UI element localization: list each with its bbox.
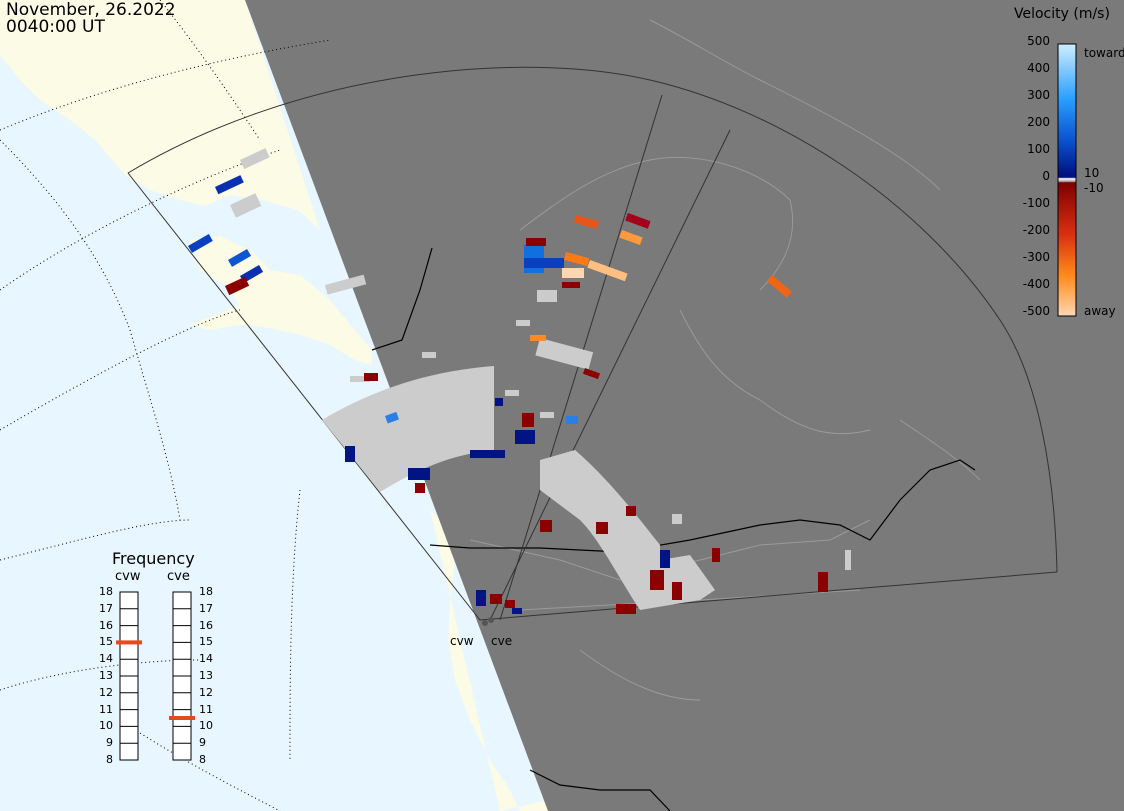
frequency-label: 13: [199, 669, 213, 682]
frequency-label: 11: [199, 702, 213, 716]
frequency-label: 17: [99, 601, 113, 615]
frequency-label: 14: [199, 652, 213, 666]
frequency-label: 15: [199, 635, 213, 649]
site-label-cvw: cvw: [450, 634, 474, 648]
land-pacific-coast: [430, 510, 548, 811]
frequency-label: 10: [99, 719, 113, 733]
colorbar-toward-label: toward: [1084, 46, 1124, 60]
radar-field-of-view: [127, 66, 1058, 621]
velocity-away-scatter: [225, 213, 828, 614]
colorbar-tick: 500: [1027, 34, 1050, 48]
frequency-label: 8: [199, 753, 206, 766]
frequency-label: 13: [99, 669, 113, 682]
colorbar-tick: -500: [1022, 304, 1050, 318]
frequency-title: Frequency: [112, 549, 195, 568]
colorbar-tick: -400: [1022, 277, 1050, 291]
frequency-indicator: [169, 716, 195, 720]
colorbar-tick: 100: [1027, 142, 1050, 156]
frequency-label: 16: [99, 618, 113, 632]
colorbar-tick: -300: [1022, 250, 1050, 264]
time-label: 0040:00 UT: [6, 17, 105, 37]
frequency-scales: [116, 591, 195, 761]
frequency-scale-cve: [169, 591, 195, 761]
frequency-label: 18: [99, 585, 113, 598]
site-marker-cvw: [482, 620, 488, 626]
night-shading: [245, 0, 1124, 811]
frequency-indicator: [116, 640, 142, 645]
velocity-toward-scatter: [188, 175, 670, 614]
colorbar-pos-label: 10: [1084, 166, 1100, 180]
date-label: November, 26.2022: [6, 0, 176, 20]
frequency-label: 16: [199, 618, 213, 632]
ground-scatter: [229, 148, 851, 610]
colorbar-tick: 200: [1027, 115, 1050, 129]
velocity-colorbar: [1057, 43, 1077, 317]
frequency-scale-cvw: [116, 591, 142, 761]
land-alaska: [0, 0, 372, 365]
site-marker-cve: [488, 617, 494, 623]
frequency-label: 11: [99, 702, 113, 716]
colorbar-tick: -100: [1022, 196, 1050, 210]
radar-name-cve: cve: [167, 569, 190, 584]
frequency-label: 8: [106, 753, 113, 766]
frequency-label: 17: [199, 601, 213, 615]
colorbar-tick: 0: [1042, 169, 1050, 183]
colorbar-away-label: away: [1084, 304, 1116, 318]
country-borders: [371, 247, 976, 811]
frequency-label: 10: [199, 719, 213, 733]
colorbar-tick: 300: [1027, 88, 1050, 102]
coastline-outlines: [469, 19, 981, 701]
radar-name-cvw: cvw: [115, 569, 141, 584]
frequency-label: 15: [99, 635, 113, 649]
frequency-label: 9: [106, 736, 113, 750]
site-label-cve: cve: [491, 634, 513, 648]
colorbar-tick: -200: [1022, 223, 1050, 237]
frequency-label: 12: [199, 685, 213, 699]
colorbar-title: Velocity (m/s): [1014, 6, 1110, 22]
frequency-label: 14: [99, 652, 113, 666]
colorbar-neg-label: -10: [1084, 181, 1104, 195]
frequency-label: 12: [99, 685, 113, 699]
frequency-label: 18: [199, 585, 213, 598]
radar-sites: [482, 617, 494, 626]
frequency-label: 9: [199, 736, 206, 750]
colorbar-tick: 400: [1027, 61, 1050, 75]
